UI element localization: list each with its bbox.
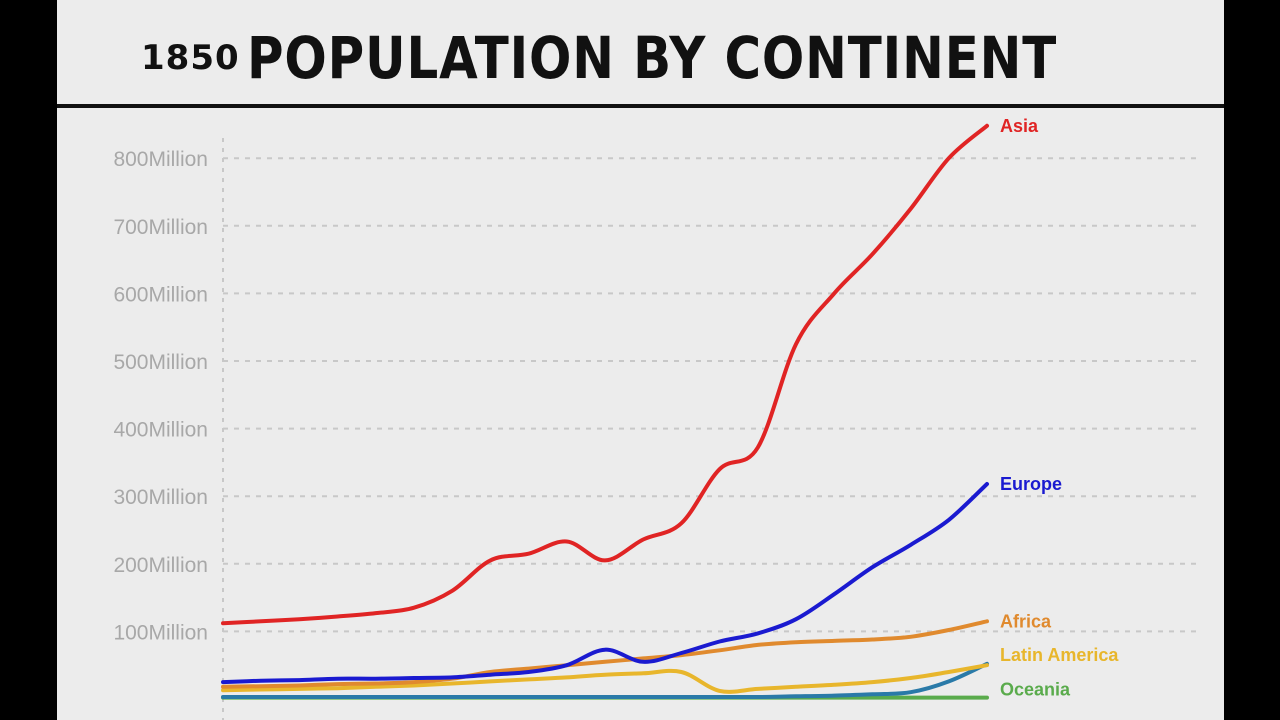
series-line-europe bbox=[221, 482, 989, 685]
y-tick-label: 300Million bbox=[113, 486, 208, 509]
series-label-oceania: Oceania bbox=[1000, 680, 1071, 700]
series-line-asia bbox=[221, 123, 989, 626]
y-tick-label: 100Million bbox=[113, 621, 208, 644]
y-axis-ticks: 100Million 200Million 300Million 400Million… bbox=[113, 148, 208, 644]
chart-panel: 1850 POPULATION BY CONTINENT 100Million 2… bbox=[57, 0, 1224, 720]
series-line-north-america bbox=[221, 661, 989, 700]
y-tick-label: 800Million bbox=[113, 148, 208, 171]
y-tick-label: 600Million bbox=[113, 283, 208, 306]
y-tick-label: 200Million bbox=[113, 554, 208, 577]
y-tick-label: 700Million bbox=[113, 216, 208, 239]
series-label-africa: Africa bbox=[1000, 611, 1052, 631]
series-line-latin-america bbox=[221, 663, 989, 694]
y-tick-label: 400Million bbox=[113, 419, 208, 442]
y-tick-label: 500Million bbox=[113, 351, 208, 374]
gridlines bbox=[222, 138, 1197, 720]
series-label-europe: Europe bbox=[1000, 474, 1062, 494]
year-label: 1850 bbox=[141, 38, 240, 78]
series-lines bbox=[221, 123, 989, 700]
header-bar: 1850 POPULATION BY CONTINENT bbox=[57, 0, 1224, 108]
series-label-asia: Asia bbox=[1000, 116, 1039, 136]
line-chart: 100Million 200Million 300Million 400Million… bbox=[113, 116, 1197, 720]
series-line-africa bbox=[221, 619, 989, 689]
chart-title: POPULATION BY CONTINENT bbox=[247, 24, 1058, 92]
series-labels: Asia Europe Africa Latin America Oceania bbox=[1000, 116, 1119, 700]
series-label-latin-america: Latin America bbox=[1000, 645, 1119, 665]
